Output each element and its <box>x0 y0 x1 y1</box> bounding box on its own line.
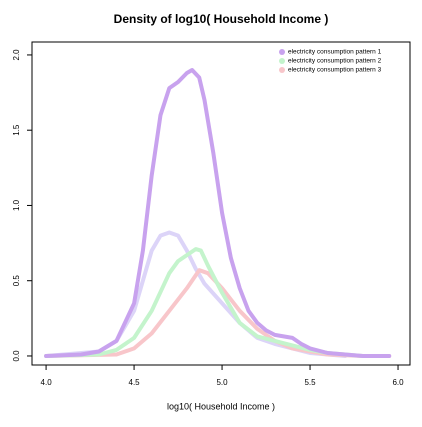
legend-label: electricity consumption pattern 3 <box>288 67 382 74</box>
x-tick-label: 4.0 <box>41 378 53 387</box>
chart-title: Density of log10( Household Income ) <box>114 12 329 26</box>
x-tick-label: 6.0 <box>392 378 404 387</box>
y-tick-label: 2.0 <box>12 49 21 61</box>
x-tick-label: 5.5 <box>304 378 316 387</box>
y-tick-label: 0.5 <box>12 275 21 287</box>
x-tick-label: 5.0 <box>216 378 228 387</box>
legend-marker <box>279 67 285 73</box>
x-tick-label: 4.5 <box>129 378 141 387</box>
plot-frame <box>31 41 411 366</box>
legend-box <box>276 45 408 78</box>
y-tick-label: 0.0 <box>12 350 21 362</box>
x-axis-label: log10( Household Income ) <box>167 401 275 411</box>
legend-label: electricity consumption pattern 2 <box>288 58 382 65</box>
density-line <box>44 230 348 358</box>
y-tick-label: 1.5 <box>12 124 21 136</box>
density-line <box>44 247 365 358</box>
density-line <box>44 68 392 358</box>
legend-label: electricity consumption pattern 1 <box>288 49 382 56</box>
legend-marker <box>279 49 285 55</box>
y-tick-label: 1.0 <box>12 199 21 211</box>
legend-marker <box>279 58 285 64</box>
